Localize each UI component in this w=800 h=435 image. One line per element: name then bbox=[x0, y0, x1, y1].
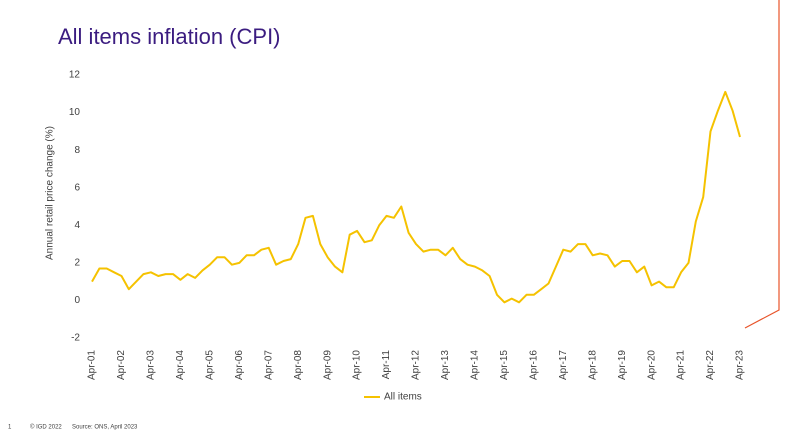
x-tick-label: Apr-17 bbox=[558, 350, 569, 380]
decoration bbox=[744, 0, 780, 329]
x-tick-label: Apr-20 bbox=[646, 350, 657, 380]
x-tick-label: Apr-01 bbox=[87, 350, 98, 380]
x-tick-label: Apr-14 bbox=[470, 350, 481, 380]
x-tick-label: Apr-16 bbox=[528, 350, 539, 380]
y-tick-label: 12 bbox=[69, 70, 81, 81]
x-tick-label: Apr-21 bbox=[676, 350, 687, 380]
x-tick-label: Apr-13 bbox=[440, 350, 451, 380]
y-tick-label: -2 bbox=[71, 333, 80, 344]
x-tick-label: Apr-19 bbox=[617, 350, 628, 380]
x-tick-label: Apr-11 bbox=[381, 350, 392, 380]
x-tick-label: Apr-10 bbox=[352, 350, 363, 380]
x-tick-label: Apr-03 bbox=[146, 350, 157, 380]
x-tick-label: Apr-05 bbox=[204, 350, 215, 380]
x-tick-label: Apr-18 bbox=[587, 350, 598, 380]
y-tick-label: 10 bbox=[69, 107, 81, 118]
x-tick-label: Apr-09 bbox=[322, 350, 333, 380]
x-tick-label: Apr-04 bbox=[175, 350, 186, 380]
legend-label: All items bbox=[384, 392, 422, 403]
copyright: © IGD 2022 bbox=[30, 424, 62, 431]
y-axis-title: Annual retail price change (%) bbox=[45, 126, 56, 260]
y-tick-label: 8 bbox=[74, 145, 80, 156]
x-tick-label: Apr-22 bbox=[705, 350, 716, 380]
x-tick-label: Apr-02 bbox=[116, 350, 127, 380]
source: Source: ONS, April 2023 bbox=[72, 425, 138, 431]
x-tick-label: Apr-12 bbox=[411, 350, 422, 380]
x-tick-label: Apr-23 bbox=[735, 350, 746, 380]
x-tick-label: Apr-15 bbox=[499, 350, 510, 380]
data-line bbox=[91, 90, 741, 304]
x-tick-label: Apr-08 bbox=[293, 350, 304, 380]
x-tick-label: Apr-06 bbox=[234, 350, 245, 380]
page-number: 1 bbox=[8, 425, 12, 431]
x-tick-label: Apr-07 bbox=[263, 350, 274, 380]
y-tick-label: 6 bbox=[74, 182, 80, 193]
y-tick-label: 2 bbox=[74, 257, 80, 268]
y-tick-label: 0 bbox=[74, 295, 80, 306]
chart-title: All items inflation (CPI) bbox=[58, 24, 281, 49]
y-tick-label: 4 bbox=[74, 220, 80, 231]
